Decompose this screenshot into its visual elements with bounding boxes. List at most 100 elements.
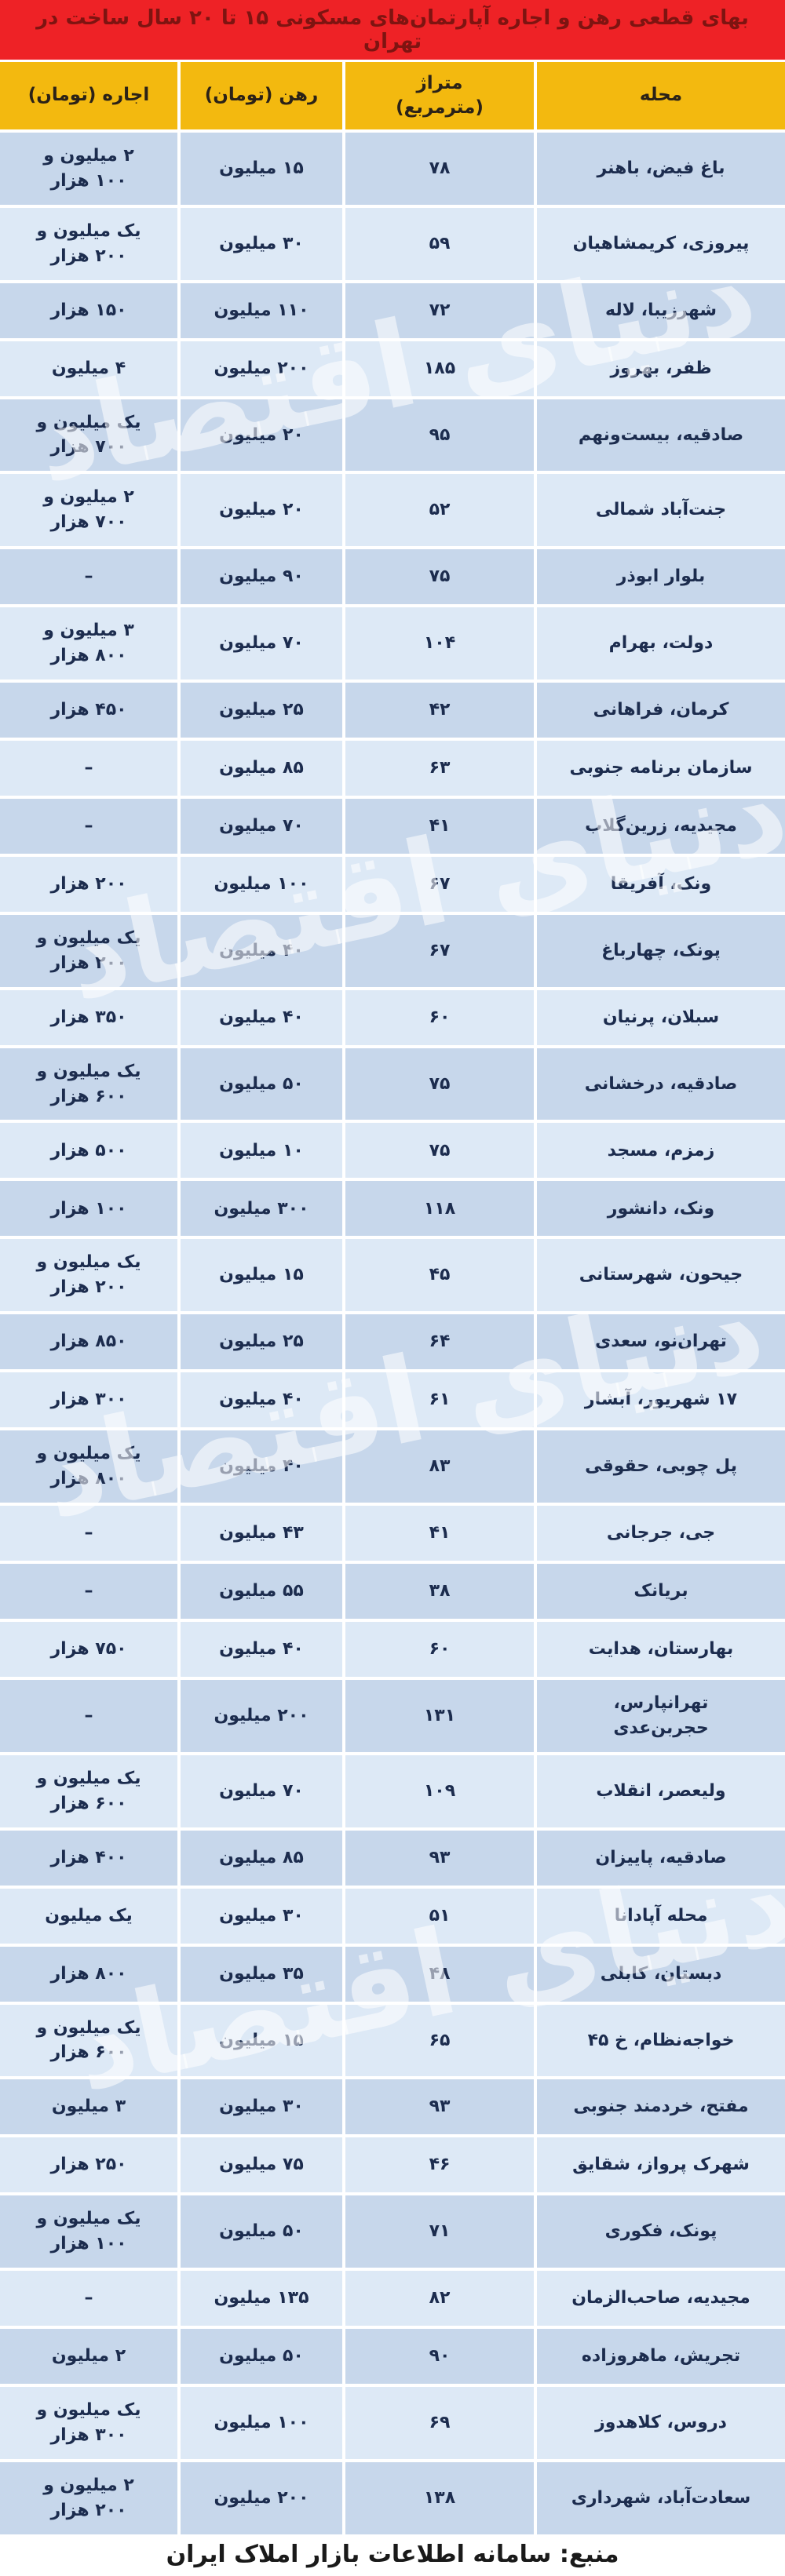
cell-rent: ۲ میلیون و ۲۰۰ هزار: [0, 2461, 177, 2534]
cell-area: ۷۵: [345, 549, 534, 605]
cell-deposit: ۲۰ میلیون: [181, 474, 342, 547]
cell-deposit: ۳۰ میلیون: [181, 1888, 342, 1944]
cell-neighborhood: ۱۷ شهریور، آبشار: [537, 1372, 785, 1428]
cell-rent: یک میلیون: [0, 1888, 177, 1944]
cell-deposit: ۱۵ میلیون: [181, 1239, 342, 1312]
table-row: پیروزی، کریمشاهیان ۵۹ ۳۰ میلیون یک میلیو…: [0, 207, 785, 280]
cell-rent: یک میلیون و ۲۰۰ هزار: [0, 1239, 177, 1312]
cell-neighborhood: دبستان، کابلی: [537, 1946, 785, 2002]
cell-area: ۶۴: [345, 1314, 534, 1370]
column-header-rent: اجاره (تومان): [0, 62, 177, 129]
cell-deposit: ۵۰ میلیون: [181, 2329, 342, 2385]
table-row: جنت‌آباد شمالی ۵۲ ۲۰ میلیون ۲ میلیون و ۷…: [0, 474, 785, 547]
cell-rent: ۴۵۰ هزار: [0, 682, 177, 738]
cell-area: ۹۰: [345, 2329, 534, 2385]
cell-area: ۵۲: [345, 474, 534, 547]
cell-area: ۱۳۱: [345, 1680, 534, 1752]
cell-neighborhood: جی، جرجانی: [537, 1506, 785, 1561]
cell-deposit: ۷۰ میلیون: [181, 607, 342, 680]
table-row: صادقیه، بیست‌ونهم ۹۵ ۲۰ میلیون یک میلیون…: [0, 399, 785, 472]
cell-neighborhood: سبلان، پرنیان: [537, 989, 785, 1045]
cell-neighborhood: دروس، کلاهدوز: [537, 2387, 785, 2459]
cell-deposit: ۷۵ میلیون: [181, 2137, 342, 2193]
cell-area: ۶۳: [345, 740, 534, 796]
cell-area: ۱۸۵: [345, 341, 534, 396]
cell-rent: ۱۰۰ هزار: [0, 1181, 177, 1237]
cell-rent: ۸۰۰ هزار: [0, 1946, 177, 2002]
cell-neighborhood: ظفر، بهروز: [537, 341, 785, 396]
cell-deposit: ۲۵ میلیون: [181, 1314, 342, 1370]
cell-area: ۸۲: [345, 2271, 534, 2326]
cell-deposit: ۵۰ میلیون: [181, 2195, 342, 2268]
cell-rent: ۲ میلیون و ۷۰۰ هزار: [0, 474, 177, 547]
cell-deposit: ۲۰۰ میلیون: [181, 2461, 342, 2534]
cell-area: ۳۸: [345, 1564, 534, 1620]
cell-neighborhood: سعادت‌آباد، شهرداری: [537, 2461, 785, 2534]
cell-rent: ۱۵۰ هزار: [0, 282, 177, 338]
cell-deposit: ۴۳ میلیون: [181, 1506, 342, 1561]
cell-neighborhood: صادقیه، پاییزان: [537, 1830, 785, 1886]
table-row: پونک، فکوری ۷۱ ۵۰ میلیون یک میلیون و ۱۰۰…: [0, 2195, 785, 2268]
table-row: صادقیه، درخشانی ۷۵ ۵۰ میلیون یک میلیون و…: [0, 1048, 785, 1120]
table-row: جیحون، شهرستانی ۴۵ ۱۵ میلیون یک میلیون و…: [0, 1239, 785, 1312]
cell-area: ۹۳: [345, 1830, 534, 1886]
cell-neighborhood: دولت، بهرام: [537, 607, 785, 680]
cell-rent: یک میلیون و ۲۰۰ هزار: [0, 914, 177, 987]
cell-area: ۱۱۸: [345, 1181, 534, 1237]
cell-neighborhood: پل چوبی، حقوقی: [537, 1430, 785, 1503]
cell-neighborhood: جیحون، شهرستانی: [537, 1239, 785, 1312]
cell-rent: ۲۰۰ هزار: [0, 856, 177, 912]
cell-neighborhood: صادقیه، درخشانی: [537, 1048, 785, 1120]
cell-deposit: ۱۰۰ میلیون: [181, 2387, 342, 2459]
cell-area: ۵۱: [345, 1888, 534, 1944]
cell-neighborhood: مجیدیه، صاحب‌الزمان: [537, 2271, 785, 2326]
column-header-area: متراژ (مترمربع): [345, 62, 534, 129]
cell-deposit: ۱۰ میلیون: [181, 1123, 342, 1179]
cell-rent: یک میلیون و ۸۰۰ هزار: [0, 1430, 177, 1503]
cell-rent: ۳ میلیون و ۸۰۰ هزار: [0, 607, 177, 680]
cell-neighborhood: پونک، چهارباغ: [537, 914, 785, 987]
cell-neighborhood: تهران‌نو، سعدی: [537, 1314, 785, 1370]
table-row: تهرانپارس، حجربن‌عدی ۱۳۱ ۲۰۰ میلیون –: [0, 1680, 785, 1752]
cell-deposit: ۴۰ میلیون: [181, 914, 342, 987]
cell-area: ۴۱: [345, 798, 534, 854]
cell-neighborhood: محله آپادانا: [537, 1888, 785, 1944]
table-row: بلوار ابوذر ۷۵ ۹۰ میلیون –: [0, 549, 785, 605]
table-row: تهران‌نو، سعدی ۶۴ ۲۵ میلیون ۸۵۰ هزار: [0, 1314, 785, 1370]
cell-deposit: ۵۵ میلیون: [181, 1564, 342, 1620]
table-row: پل چوبی، حقوقی ۸۳ ۴۰ میلیون یک میلیون و …: [0, 1430, 785, 1503]
cell-area: ۴۵: [345, 1239, 534, 1312]
cell-rent: ۳۰۰ هزار: [0, 1372, 177, 1428]
table-row: بهارستان، هدایت ۶۰ ۴۰ میلیون ۷۵۰ هزار: [0, 1622, 785, 1678]
cell-deposit: ۱۵ میلیون: [181, 133, 342, 205]
cell-deposit: ۸۵ میلیون: [181, 1830, 342, 1886]
cell-rent: یک میلیون و ۶۰۰ هزار: [0, 1048, 177, 1120]
cell-rent: –: [0, 2271, 177, 2326]
cell-area: ۹۳: [345, 2079, 534, 2135]
cell-deposit: ۱۵ میلیون: [181, 2004, 342, 2077]
cell-area: ۶۰: [345, 989, 534, 1045]
table-row: زمزم، مسجد ۷۵ ۱۰ میلیون ۵۰۰ هزار: [0, 1123, 785, 1179]
cell-area: ۷۵: [345, 1123, 534, 1179]
cell-deposit: ۱۱۰ میلیون: [181, 282, 342, 338]
table-row: محله آپادانا ۵۱ ۳۰ میلیون یک میلیون: [0, 1888, 785, 1944]
table-row: دبستان، کابلی ۴۸ ۳۵ میلیون ۸۰۰ هزار: [0, 1946, 785, 2002]
cell-neighborhood: پیروزی، کریمشاهیان: [537, 207, 785, 280]
table-row: مفتح، خردمند جنوبی ۹۳ ۳۰ میلیون ۳ میلیون: [0, 2079, 785, 2135]
cell-deposit: ۴۰ میلیون: [181, 1622, 342, 1678]
cell-deposit: ۲۰۰ میلیون: [181, 341, 342, 396]
cell-deposit: ۳۰۰ میلیون: [181, 1181, 342, 1237]
table-row: کرمان، فراهانی ۴۲ ۲۵ میلیون ۴۵۰ هزار: [0, 682, 785, 738]
cell-deposit: ۳۵ میلیون: [181, 1946, 342, 2002]
table-row: مجیدیه، زرین‌گلاب ۴۱ ۷۰ میلیون –: [0, 798, 785, 854]
cell-area: ۷۸: [345, 133, 534, 205]
cell-neighborhood: ونک، آفریقا: [537, 856, 785, 912]
column-header-deposit: رهن (تومان): [181, 62, 342, 129]
cell-rent: یک میلیون و ۶۰۰ هزار: [0, 1754, 177, 1827]
cell-neighborhood: بلوار ابوذر: [537, 549, 785, 605]
table-row: مجیدیه، صاحب‌الزمان ۸۲ ۱۳۵ میلیون –: [0, 2271, 785, 2326]
cell-rent: ۴ میلیون: [0, 341, 177, 396]
table-row: جی، جرجانی ۴۱ ۴۳ میلیون –: [0, 1506, 785, 1561]
cell-rent: ۲ میلیون: [0, 2329, 177, 2385]
